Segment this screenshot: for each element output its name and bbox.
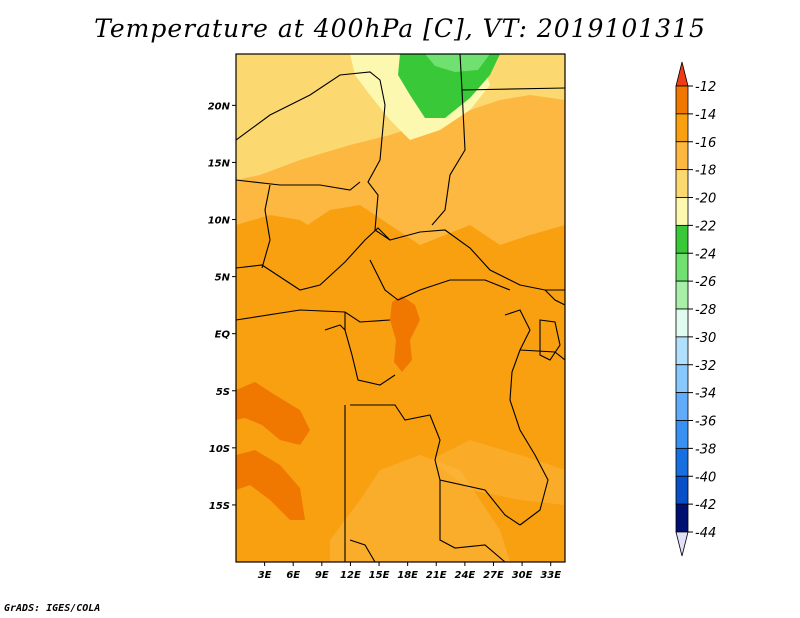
temperature-field <box>236 54 565 562</box>
colorbar-label: -26 <box>695 275 716 290</box>
colorbar-label: -12 <box>695 80 716 95</box>
country-borders <box>236 54 565 562</box>
lat-tick-label: 15N <box>208 158 231 169</box>
colorbar-label: -30 <box>695 331 716 346</box>
lat-tick-label: 10S <box>209 444 230 455</box>
chart-title: Temperature at 400hPa [C], VT: 201910131… <box>94 14 706 43</box>
colorbar-label: -28 <box>695 303 716 318</box>
lon-tick-label: 9E <box>315 570 329 581</box>
grads-credit: GrADS: IGES/COLA <box>4 603 101 614</box>
colorbar-swatch <box>675 308 689 338</box>
colorbar-label: -22 <box>695 219 716 234</box>
latitude-axis: 20N 15N 10N 5N EQ 5S 10S 15S <box>208 101 236 512</box>
map-frame <box>235 53 566 563</box>
colorbar-swatch <box>675 85 689 115</box>
colorbar-swatch <box>675 503 689 533</box>
lon-tick-label: 30E <box>512 570 533 581</box>
colorbar-label: -18 <box>695 164 716 179</box>
colorbar-label: -14 <box>695 108 716 123</box>
colorbar-top-triangle <box>675 61 689 87</box>
colorbar-swatch <box>675 420 689 449</box>
lat-tick-label: 15S <box>209 501 230 512</box>
lat-tick-label: 5S <box>216 387 230 398</box>
colorbar-bottom-triangle <box>675 531 689 557</box>
lon-tick-label: 27E <box>483 570 504 581</box>
colorbar: -12 -14 -16 -18 -20 -22 -24 -26 -28 -30 -32 -34 -36 -… <box>675 61 716 557</box>
lon-tick-label: 24E <box>454 570 475 581</box>
colorbar-swatch <box>675 280 689 310</box>
colorbar-label: -40 <box>695 470 716 485</box>
lat-tick-label: 10N <box>208 216 231 227</box>
lon-tick-label: 18E <box>397 570 418 581</box>
colorbar-swatch <box>675 224 689 254</box>
colorbar-label: -36 <box>695 415 716 430</box>
colorbar-label: -38 <box>695 442 716 457</box>
lat-tick-label: 20N <box>208 101 231 112</box>
lat-tick-label: EQ <box>215 330 231 341</box>
colorbar-swatch <box>675 197 689 226</box>
colorbar-label: -24 <box>695 247 716 262</box>
colorbar-label: -16 <box>695 136 716 151</box>
colorbar-swatch <box>675 169 689 198</box>
colorbar-label: -20 <box>695 192 716 207</box>
colorbar-swatch <box>675 447 689 477</box>
colorbar-swatch <box>675 392 689 421</box>
colorbar-swatch <box>675 364 689 394</box>
lon-tick-label: 6E <box>286 570 300 581</box>
colorbar-label: -34 <box>695 387 716 402</box>
colorbar-swatch <box>675 113 689 143</box>
lon-tick-label: 3E <box>258 570 272 581</box>
colorbar-swatch <box>675 141 689 171</box>
colorbar-swatch <box>675 475 689 505</box>
lon-tick-label: 33E <box>540 570 561 581</box>
colorbar-swatch <box>675 252 689 282</box>
longitude-axis: 3E 6E 9E 12E 15E 18E 21E 24E 27E 30E 33E <box>258 562 561 581</box>
lat-tick-label: 5N <box>215 273 231 284</box>
colorbar-label: -44 <box>695 526 716 541</box>
colorbar-label: -42 <box>695 498 716 513</box>
lon-tick-label: 12E <box>340 570 361 581</box>
lon-tick-label: 15E <box>369 570 390 581</box>
lon-tick-label: 21E <box>426 570 447 581</box>
colorbar-label: -32 <box>695 359 716 374</box>
colorbar-swatch <box>675 336 689 366</box>
